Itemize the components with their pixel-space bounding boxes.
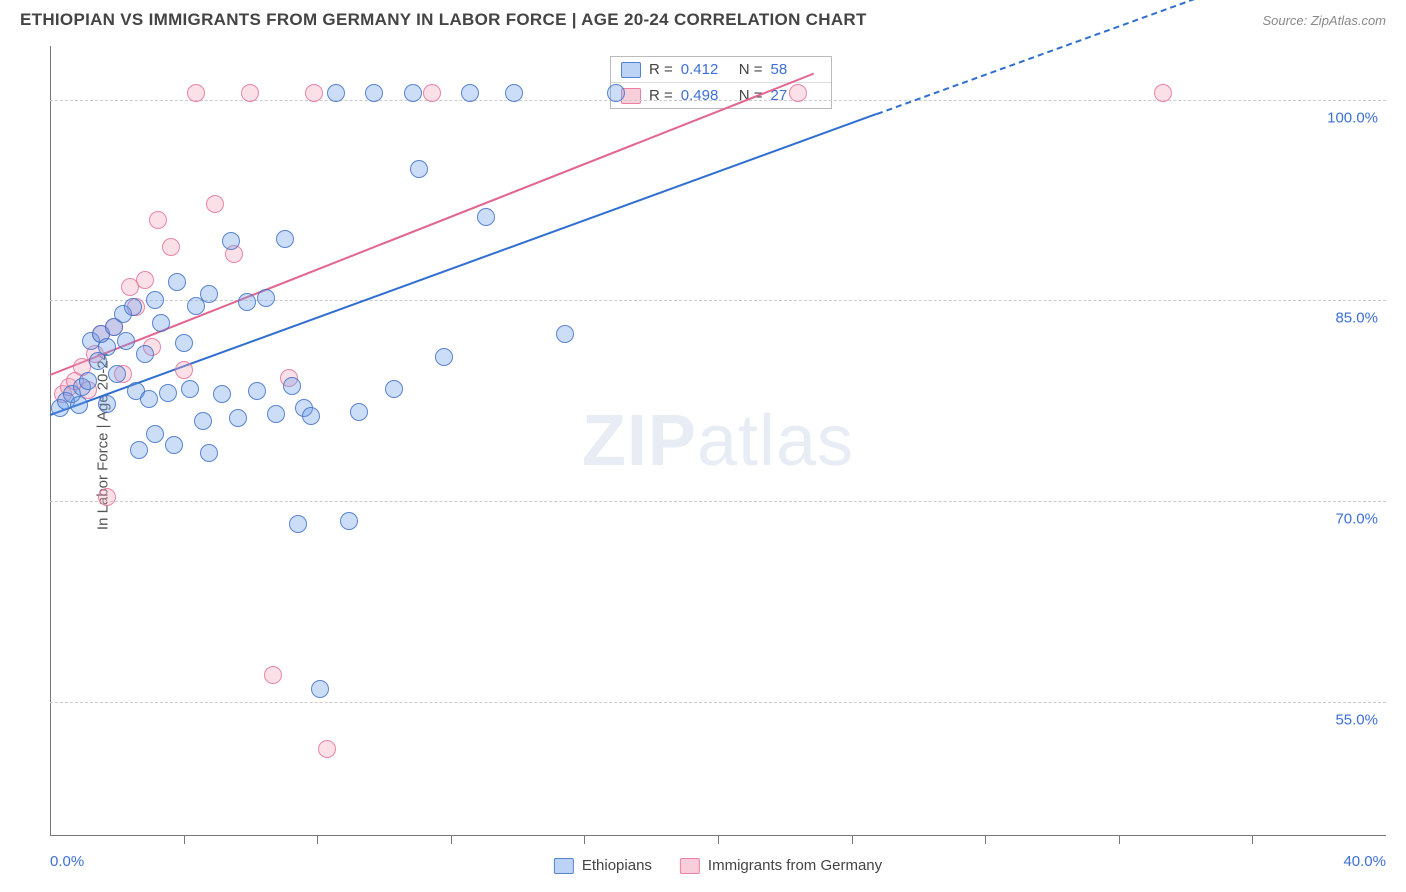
data-point (146, 425, 164, 443)
data-point (152, 314, 170, 332)
legend-n-label: N = (739, 61, 763, 78)
data-point (117, 332, 135, 350)
data-point (136, 271, 154, 289)
data-point (130, 441, 148, 459)
data-point (162, 238, 180, 256)
y-tick-label: 55.0% (1335, 712, 1378, 729)
x-tick (718, 836, 719, 844)
legend-swatch-pink (680, 858, 700, 874)
x-tick (451, 836, 452, 844)
data-point (461, 84, 479, 102)
data-point (276, 230, 294, 248)
data-point (267, 405, 285, 423)
data-point (607, 84, 625, 102)
data-point (477, 208, 495, 226)
chart-header: ETHIOPIAN VS IMMIGRANTS FROM GERMANY IN … (0, 0, 1406, 36)
x-tick-min: 0.0% (50, 853, 84, 870)
data-point (146, 291, 164, 309)
data-point (213, 385, 231, 403)
legend-r-label: R = (649, 87, 673, 104)
chart-source: Source: ZipAtlas.com (1262, 13, 1386, 28)
data-point (264, 666, 282, 684)
chart-title: ETHIOPIAN VS IMMIGRANTS FROM GERMANY IN … (20, 10, 867, 30)
gridline-h (50, 702, 1386, 703)
data-point (222, 232, 240, 250)
data-point (385, 380, 403, 398)
legend-swatch-blue (621, 62, 641, 78)
x-tick (852, 836, 853, 844)
data-point (423, 84, 441, 102)
legend-r-pink: 0.498 (681, 87, 731, 104)
data-point (435, 348, 453, 366)
data-point (302, 407, 320, 425)
y-tick-label: 70.0% (1335, 511, 1378, 528)
data-point (200, 285, 218, 303)
data-point (318, 740, 336, 758)
legend-label-ethiopians: Ethiopians (582, 857, 652, 874)
x-tick (184, 836, 185, 844)
data-point (194, 412, 212, 430)
x-tick (985, 836, 986, 844)
legend-swatch-blue (554, 858, 574, 874)
data-point (1154, 84, 1172, 102)
data-point (149, 211, 167, 229)
x-tick (584, 836, 585, 844)
data-point (789, 84, 807, 102)
data-point (283, 377, 301, 395)
chart-area: In Labor Force | Age 20-24 ZIPatlas R = … (50, 46, 1386, 836)
data-point (311, 680, 329, 698)
series-legend: Ethiopians Immigrants from Germany (554, 857, 882, 874)
data-point (248, 382, 266, 400)
y-tick-label: 85.0% (1335, 310, 1378, 327)
data-point (140, 390, 158, 408)
data-point (168, 273, 186, 291)
data-point (241, 84, 259, 102)
x-tick (1119, 836, 1120, 844)
legend-label-germany: Immigrants from Germany (708, 857, 882, 874)
data-point (289, 515, 307, 533)
data-point (165, 436, 183, 454)
data-point (305, 84, 323, 102)
plot-region: ZIPatlas R = 0.412 N = 58 R = 0.498 N = … (50, 46, 1386, 836)
data-point (187, 84, 205, 102)
data-point (556, 325, 574, 343)
data-point (350, 403, 368, 421)
data-point (410, 160, 428, 178)
data-point (159, 384, 177, 402)
data-point (340, 512, 358, 530)
data-point (238, 293, 256, 311)
data-point (505, 84, 523, 102)
data-point (70, 396, 88, 414)
data-point (206, 195, 224, 213)
data-point (181, 380, 199, 398)
data-point (257, 289, 275, 307)
data-point (124, 298, 142, 316)
data-point (98, 395, 116, 413)
legend-item-germany: Immigrants from Germany (680, 857, 882, 874)
data-point (79, 372, 97, 390)
legend-n-blue: 58 (771, 61, 821, 78)
x-tick (1252, 836, 1253, 844)
gridline-h (50, 501, 1386, 502)
data-point (327, 84, 345, 102)
data-point (98, 338, 116, 356)
data-point (200, 444, 218, 462)
watermark: ZIPatlas (582, 400, 854, 482)
data-point (108, 365, 126, 383)
x-tick-max: 40.0% (1343, 853, 1386, 870)
data-point (404, 84, 422, 102)
data-point (98, 488, 116, 506)
data-point (136, 345, 154, 363)
legend-r-label: R = (649, 61, 673, 78)
legend-item-ethiopians: Ethiopians (554, 857, 652, 874)
x-tick (317, 836, 318, 844)
data-point (175, 334, 193, 352)
data-point (229, 409, 247, 427)
data-point (175, 361, 193, 379)
data-point (365, 84, 383, 102)
y-tick-label: 100.0% (1327, 109, 1378, 126)
y-axis (50, 46, 51, 836)
legend-r-blue: 0.412 (681, 61, 731, 78)
